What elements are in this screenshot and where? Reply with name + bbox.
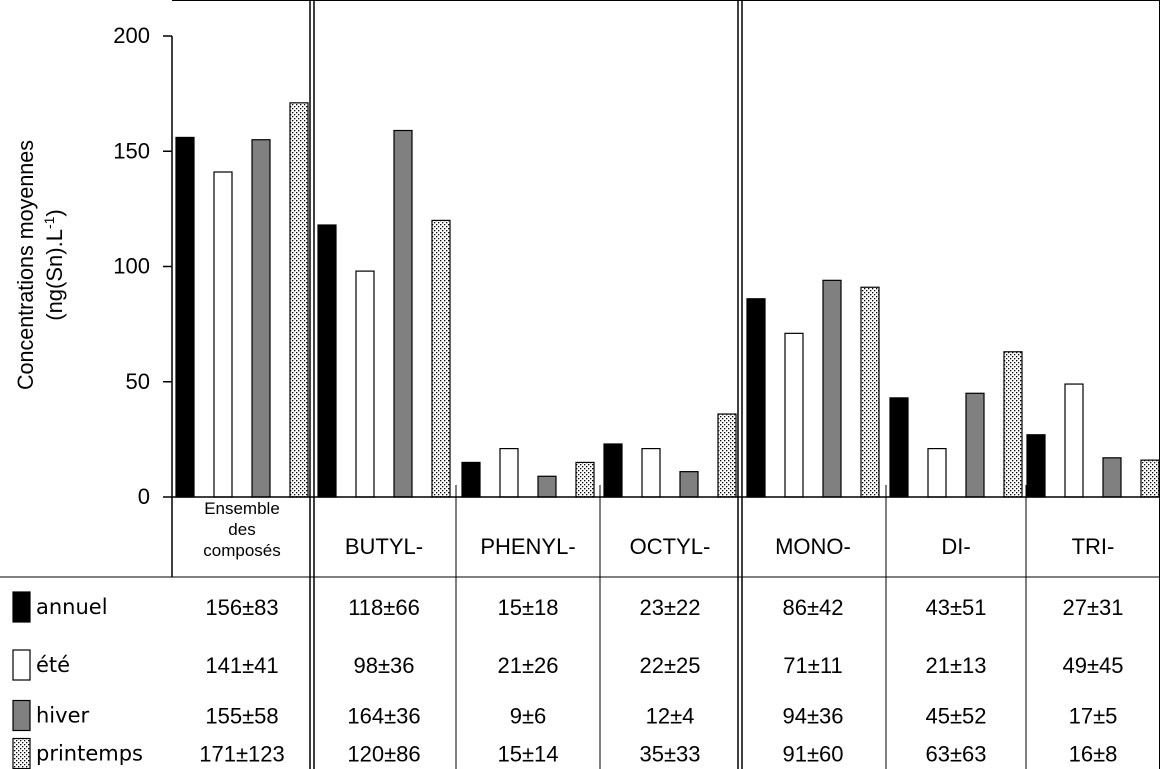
y-tick-label: 50: [126, 369, 150, 394]
table-cell: 118±66: [348, 595, 420, 620]
legend-swatch-été: [12, 649, 31, 681]
legend-label: printemps: [36, 742, 143, 766]
table-cell: 16±8: [1069, 742, 1118, 767]
bar-annuel: [603, 443, 623, 498]
table-cell: 98±36: [353, 653, 414, 678]
bar-annuel: [461, 461, 481, 498]
y-tick-label: 0: [138, 484, 150, 509]
legend: annuel été hiver printemps: [12, 591, 143, 769]
legend-label: été: [36, 653, 70, 677]
table-cell: 21±13: [925, 653, 986, 678]
bar-été: [927, 447, 947, 498]
category-labels: Ensemble des composés BUTYL- PHENYL- OCTYL- MO…: [203, 499, 1114, 560]
bar-printemps: [431, 219, 451, 498]
bar-printemps: [575, 461, 595, 498]
bar-été: [355, 270, 375, 498]
bar-hiver: [965, 392, 985, 498]
table-cell: 12±4: [646, 704, 695, 729]
y-tick-label: 100: [113, 254, 150, 279]
table-cell: 35±33: [639, 742, 700, 767]
bar-hiver: [537, 475, 557, 498]
table-cell: 45±52: [925, 704, 986, 729]
legend-label: annuel: [36, 595, 108, 619]
y-tick-label: 200: [113, 23, 150, 48]
table-cell: 22±25: [639, 653, 700, 678]
bar-été: [1064, 383, 1084, 498]
bar-printemps: [1003, 351, 1023, 498]
table-cell: 27±31: [1062, 595, 1123, 620]
table-cell: 17±5: [1069, 704, 1118, 729]
bar-été: [499, 447, 519, 498]
bar-hiver: [1102, 457, 1122, 498]
category-label: MONO-: [775, 534, 851, 559]
bar-hiver: [251, 139, 271, 498]
table-cell: 141±41: [205, 653, 278, 678]
bar-hiver: [679, 471, 699, 498]
table-cell: 94±36: [782, 704, 843, 729]
category-label: des: [228, 520, 255, 539]
category-label: DI-: [941, 534, 970, 559]
bars: [175, 102, 1160, 498]
bar-été: [641, 447, 661, 498]
bar-printemps: [717, 413, 737, 498]
y-tick-label: 150: [113, 138, 150, 163]
category-label: OCTYL-: [630, 534, 711, 559]
bar-annuel: [175, 136, 195, 498]
bar-printemps: [1140, 459, 1160, 498]
table-cell: 15±14: [497, 742, 558, 767]
legend-swatch-hiver: [12, 699, 31, 732]
bar-annuel: [317, 224, 337, 498]
table-cell: 164±36: [347, 704, 420, 729]
table-cell: 43±51: [925, 595, 986, 620]
bar-annuel: [746, 298, 766, 498]
bar-annuel: [1026, 434, 1046, 498]
y-axis-label: Concentrations moyennes: [13, 140, 38, 390]
category-label: BUTYL-: [345, 534, 423, 559]
table-cell: 86±42: [782, 595, 843, 620]
bar-hiver: [822, 279, 842, 498]
table-cell: 71±11: [783, 653, 842, 678]
bar-printemps: [289, 102, 309, 498]
table-cell: 63±63: [925, 742, 986, 767]
category-label: Ensemble: [204, 499, 280, 518]
data-table: 156±83 118±66 15±18 23±22 86±42 43±51 27±31 141…: [199, 595, 1123, 767]
table-cell: 21±26: [497, 653, 558, 678]
category-label: composés: [203, 541, 280, 560]
category-label: TRI-: [1072, 534, 1115, 559]
table-cell: 171±123: [199, 742, 285, 767]
table-cell: 23±22: [639, 595, 700, 620]
bar-été: [784, 332, 804, 498]
category-label: PHENYL-: [480, 534, 575, 559]
table-cell: 49±45: [1062, 653, 1123, 678]
table-cell: 120±86: [347, 742, 420, 767]
legend-swatch-annuel: [12, 591, 31, 623]
bar-été: [213, 171, 233, 498]
legend-label: hiver: [36, 704, 89, 728]
bar-annuel: [889, 397, 909, 498]
table-cell: 9±6: [510, 704, 547, 729]
legend-swatch-printemps: [12, 737, 31, 769]
table-cell: 155±58: [205, 704, 278, 729]
y-axis-unit: (ng(Sn).L-1): [41, 209, 67, 321]
table-cell: 91±60: [782, 742, 843, 767]
bar-printemps: [860, 286, 880, 498]
table-cell: 15±18: [497, 595, 558, 620]
table-cell: 156±83: [205, 595, 278, 620]
bar-hiver: [393, 129, 413, 498]
